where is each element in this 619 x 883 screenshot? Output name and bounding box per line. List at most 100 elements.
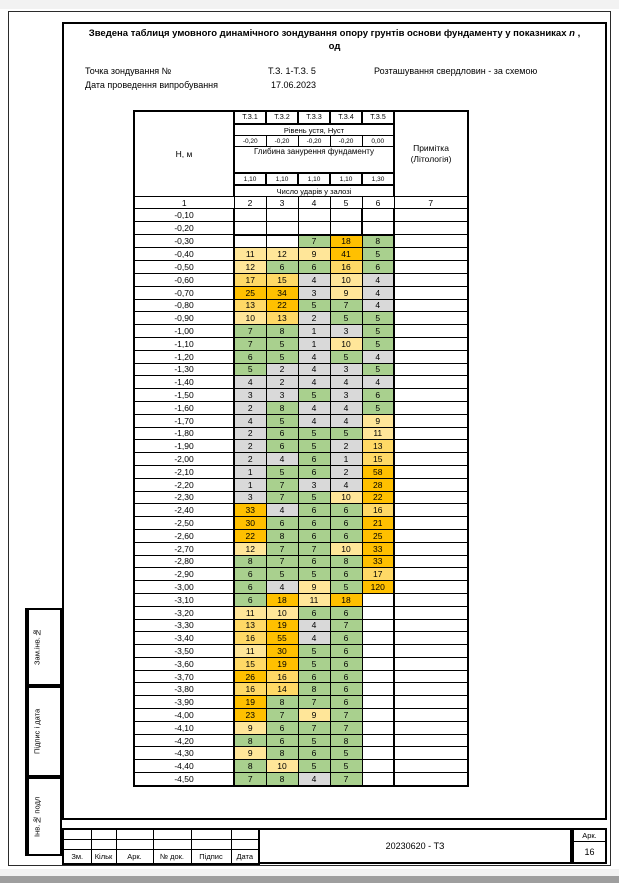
foundation-depth-value: 1,10 (265, 172, 299, 186)
blow-count-cell: 3 (297, 477, 331, 492)
blow-count-cell: 2 (265, 362, 299, 377)
blow-count-cell: 10 (329, 336, 363, 351)
blow-count-cell (361, 720, 395, 735)
blow-count-cell: 4 (233, 413, 267, 428)
note-cell (393, 362, 469, 377)
sounding-point-label: Точка зондування № (85, 66, 172, 76)
blow-count-cell: 6 (297, 605, 331, 620)
sounding-point-header: Т.З.4 (329, 110, 363, 125)
mouth-level-band: Рівень устя, Нуст (233, 123, 395, 136)
table-row: -3,20 11 10 6 6 (133, 605, 469, 620)
blow-count-cell: 6 (265, 516, 299, 530)
blow-count-cell: 28 (361, 477, 395, 492)
blow-count-cell: 5 (329, 746, 363, 761)
blow-count-cell: 8 (233, 554, 267, 569)
depth-cell: -2,40 (133, 503, 235, 518)
foundation-depth-value: 1,10 (329, 172, 363, 186)
depth-cell: -2,70 (133, 541, 235, 556)
note-cell (393, 260, 469, 274)
stamp-box-inv-podl: Інв.№ подл (25, 777, 62, 856)
blow-count-cell (265, 208, 299, 222)
blow-count-cell: 5 (361, 362, 395, 377)
blow-count-cell: 6 (233, 567, 267, 582)
blow-count-cell: 4 (297, 375, 331, 390)
revision-row-empty (62, 828, 260, 840)
depth-cell: -3,00 (133, 580, 235, 594)
depth-cell: -4,10 (133, 720, 235, 735)
note-cell (393, 247, 469, 262)
note-cell (393, 528, 469, 543)
blow-count-cell: 2 (329, 464, 363, 479)
blow-count-cell: 5 (265, 567, 299, 582)
depth-cell: -3,50 (133, 644, 235, 658)
table-row: -3,00 6 4 9 5 120 (133, 580, 469, 594)
viewer-top-strip (0, 0, 619, 9)
blow-count-cell: 2 (329, 439, 363, 454)
blow-count-cell: 19 (265, 656, 299, 671)
sheet-number-box: Арк. 16 (572, 828, 607, 864)
blow-count-cell (233, 208, 267, 222)
blow-count-cell: 9 (329, 285, 363, 300)
column-number: 4 (297, 196, 331, 209)
table-row: -2,50 30 6 6 6 21 (133, 516, 469, 530)
blow-count-cell: 5 (329, 311, 363, 326)
stamp-box-pidpys-data: Підпис і дата (25, 686, 62, 777)
blow-count-cell: 3 (265, 388, 299, 402)
blow-count-cell: 8 (233, 733, 267, 748)
depth-cell: -2,80 (133, 554, 235, 569)
table-row: -1,00 7 8 1 3 5 (133, 324, 469, 338)
table-row: -1,30 5 2 4 3 5 (133, 362, 469, 377)
note-cell (393, 375, 469, 390)
table-row: -4,20 8 6 5 8 (133, 733, 469, 748)
note-cell (393, 324, 469, 338)
note-cell (393, 400, 469, 415)
blow-count-cell: 19 (233, 695, 267, 710)
depth-cell: -0,80 (133, 298, 235, 313)
blow-count-cell: 3 (329, 362, 363, 377)
note-cell (393, 439, 469, 454)
blow-count-cell: 33 (361, 554, 395, 569)
table-row: -2,60 22 8 6 6 25 (133, 528, 469, 543)
table-row: -4,30 9 8 6 5 (133, 746, 469, 761)
page-title-variable: n (569, 28, 575, 39)
blow-count-cell: 4 (361, 349, 395, 364)
note-cell (393, 772, 469, 787)
note-cell (393, 208, 469, 222)
table-row: -4,40 8 10 5 5 (133, 759, 469, 774)
blow-count-cell: 7 (265, 708, 299, 722)
table-row: -2,10 1 5 6 2 58 (133, 464, 469, 479)
blow-count-cell: 10 (265, 759, 299, 774)
depth-cell: -3,80 (133, 682, 235, 697)
depth-cell: -0,50 (133, 260, 235, 274)
blow-count-cell: 17 (361, 567, 395, 582)
blow-count-cell: 5 (297, 426, 331, 441)
test-date-label: Дата проведення випробування (85, 80, 219, 90)
stamp-empty-field (45, 610, 60, 684)
depth-cell: -2,90 (133, 567, 235, 582)
note-cell (393, 656, 469, 671)
blow-count-cell: 1 (297, 336, 331, 351)
blow-count-cell: 7 (329, 720, 363, 735)
blow-count-cell: 22 (233, 528, 267, 543)
note-cell (393, 336, 469, 351)
table-row: -0,90 10 13 2 5 5 (133, 311, 469, 326)
table-row: -4,50 7 8 4 7 (133, 772, 469, 787)
table-row: -1,70 4 5 4 4 9 (133, 413, 469, 428)
page-title-text: Зведена таблиця умовного динамічного зон… (88, 28, 567, 39)
blow-count-cell: 4 (297, 631, 331, 646)
blow-count-cell: 6 (265, 439, 299, 454)
blow-count-cell: 8 (265, 746, 299, 761)
depth-cell: -1,00 (133, 324, 235, 338)
note-cell (393, 311, 469, 326)
blow-count-cell: 10 (329, 541, 363, 556)
table-row: -1,10 7 5 1 10 5 (133, 336, 469, 351)
blow-count-cell: 15 (361, 452, 395, 466)
stamp-label: Підпис і дата (27, 688, 45, 775)
blow-count-cell (361, 759, 395, 774)
blow-count-cell: 5 (361, 247, 395, 262)
blow-count-cell: 6 (265, 720, 299, 735)
blow-count-cell: 7 (297, 234, 331, 249)
foundation-depth-value: 1,10 (233, 172, 267, 186)
blow-count-cell: 12 (233, 260, 267, 274)
page-title: Зведена таблиця умовного динамічного зон… (62, 27, 607, 53)
